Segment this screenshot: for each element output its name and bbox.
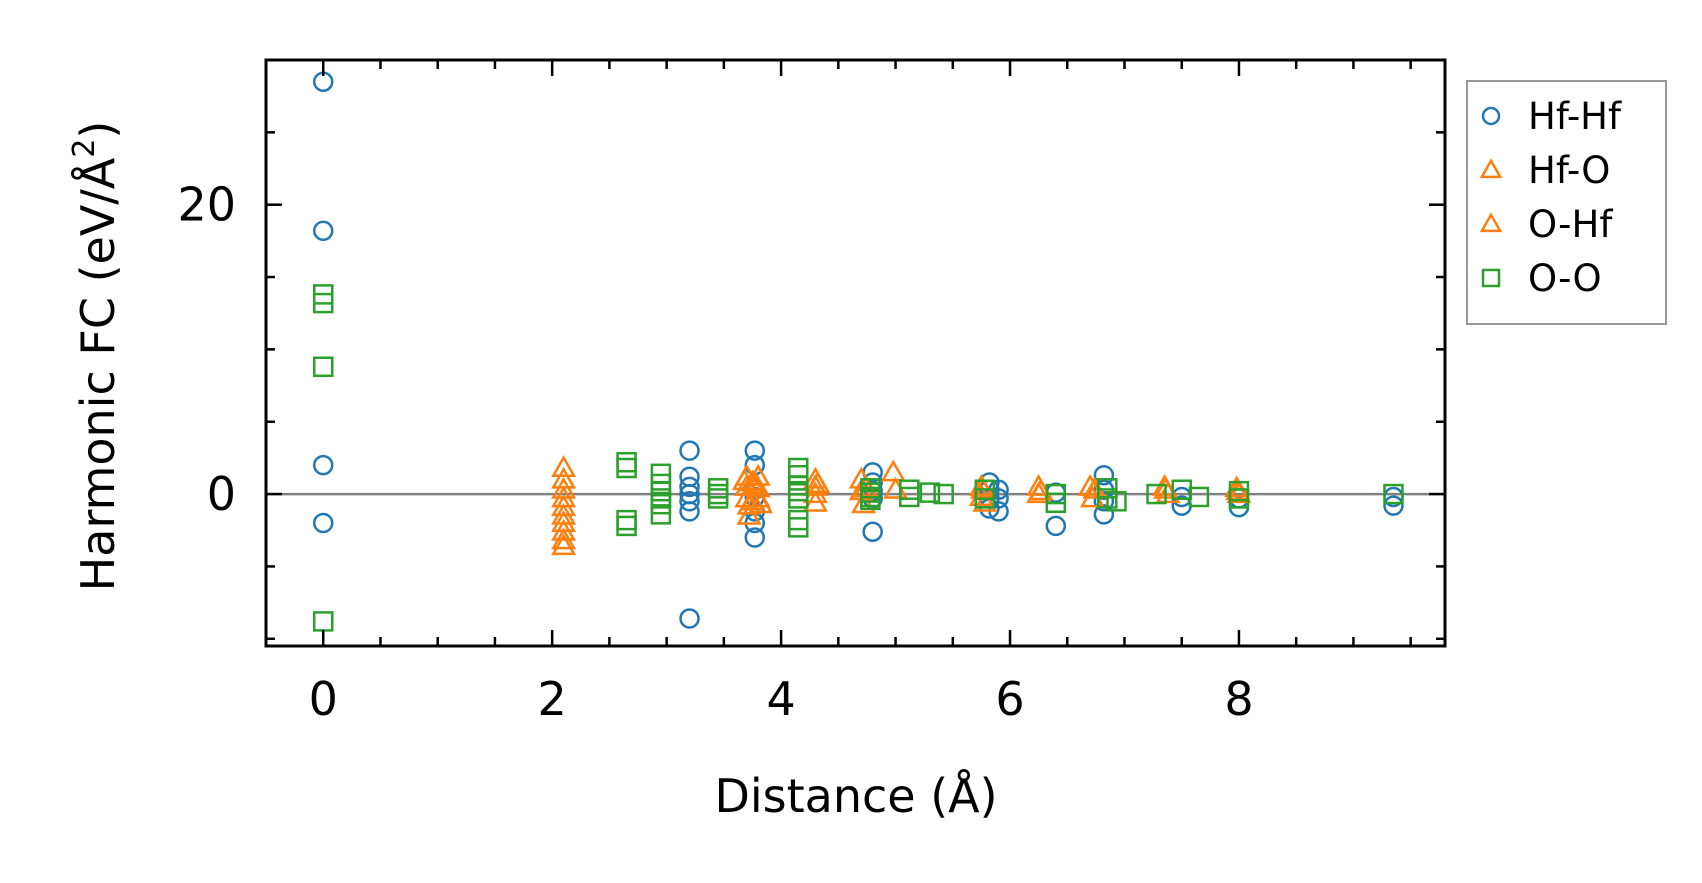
data-point-hf-hf — [1383, 495, 1404, 516]
legend-label-hf-o: Hf-O — [1528, 149, 1610, 192]
x-tick-label: 8 — [1224, 672, 1253, 726]
data-point-o-o — [1106, 491, 1127, 512]
data-point-o-o — [899, 479, 920, 500]
data-point-hf-hf — [679, 501, 700, 522]
data-point-hf-o — [551, 527, 577, 550]
x-tick-label: 0 — [309, 672, 338, 726]
legend-label-hf-hf: Hf-Hf — [1528, 95, 1622, 138]
series-o-o — [312, 284, 1404, 632]
y-axis-label-superscript: 2 — [67, 139, 102, 158]
legend-items: Hf-Hf Hf-O O-Hf O-O — [1479, 95, 1622, 300]
plot-frame — [264, 58, 1447, 648]
legend: Hf-Hf Hf-O O-Hf O-O — [1466, 80, 1667, 325]
data-point-hf-hf — [679, 608, 700, 629]
data-point-o-o — [312, 611, 334, 632]
data-point-o-o — [616, 457, 637, 479]
data-point-hf-o — [747, 491, 773, 514]
data-point-hf-o — [551, 533, 577, 556]
data-point-o-o — [1146, 483, 1167, 505]
data-points-layer — [312, 71, 1404, 632]
data-point-hf-hf — [312, 454, 334, 476]
legend-marker-o-o — [1481, 268, 1501, 288]
data-point-o-o — [933, 483, 954, 505]
y-axis-label: Harmonic FC (eV/Å2) — [67, 121, 125, 592]
data-point-hf-hf — [1093, 504, 1115, 525]
data-point-o-o — [650, 480, 672, 502]
data-point-o-o — [1383, 483, 1404, 505]
x-tick-label: 4 — [766, 672, 795, 726]
data-point-o-o — [919, 482, 941, 503]
data-point-o-o — [788, 509, 809, 531]
legend-label-o-hf: O-Hf — [1528, 203, 1613, 246]
data-point-hf-hf — [862, 521, 883, 542]
data-point-hf-o — [972, 489, 998, 512]
data-point-hf-o — [802, 489, 828, 512]
data-point-hf-o — [1077, 473, 1103, 496]
data-point-o-o — [312, 356, 334, 377]
data-point-o-hf — [731, 468, 757, 491]
data-point-o-hf — [805, 471, 831, 493]
data-point-o-o — [312, 292, 334, 314]
data-point-o-o — [616, 515, 637, 537]
data-point-o-o — [1188, 486, 1210, 508]
legend-marker-hf-o — [1479, 158, 1503, 179]
data-point-hf-hf — [312, 220, 334, 241]
data-point-o-o — [860, 489, 881, 511]
data-point-o-o — [788, 457, 809, 479]
data-point-o-o — [899, 486, 920, 508]
x-tick-label: 2 — [538, 672, 567, 726]
data-point-hf-hf — [679, 476, 700, 498]
data-point-hf-o — [880, 459, 906, 482]
y-axis-label-close: ) — [71, 121, 125, 139]
data-point-hf-hf — [679, 440, 700, 461]
data-point-o-o — [650, 504, 672, 525]
legend-marker-hf-hf — [1481, 106, 1501, 126]
data-point-hf-hf — [744, 440, 766, 461]
tick-labels-layer: 0 2 4 6 8 0 20 — [177, 178, 1253, 726]
y-tick-label: 0 — [207, 467, 236, 521]
data-point-o-o — [788, 488, 809, 509]
data-point-hf-o — [851, 491, 877, 514]
data-point-hf-o — [551, 518, 577, 541]
legend-label-o-o: O-O — [1528, 257, 1602, 300]
data-point-hf-hf — [679, 491, 700, 512]
data-point-hf-o — [736, 502, 762, 525]
data-point-hf-hf — [312, 512, 334, 534]
x-tick-label: 6 — [995, 672, 1024, 726]
data-point-o-o — [707, 488, 729, 509]
data-point-hf-o — [551, 455, 577, 478]
data-point-hf-hf — [1093, 491, 1115, 512]
legend-marker-o-hf — [1479, 212, 1503, 233]
data-point-hf-hf — [1045, 515, 1067, 537]
data-point-o-o — [616, 451, 637, 473]
axis-ticks-layer — [264, 58, 1445, 646]
series-hf-hf — [312, 71, 1404, 629]
data-point-o-o — [1228, 488, 1250, 509]
data-point-hf-hf — [744, 527, 766, 548]
data-point-o-o — [1045, 492, 1067, 514]
y-tick-label: 20 — [177, 178, 236, 232]
data-point-o-o — [974, 488, 996, 509]
data-point-o-hf — [743, 472, 769, 495]
data-point-hf-hf — [1093, 465, 1115, 486]
x-axis-label: Distance (Å) — [714, 769, 997, 823]
y-axis-label-main: Harmonic FC (eV/Å — [71, 157, 125, 591]
data-point-o-o — [616, 509, 637, 531]
data-point-hf-o — [745, 463, 771, 486]
data-point-o-o — [788, 517, 809, 538]
